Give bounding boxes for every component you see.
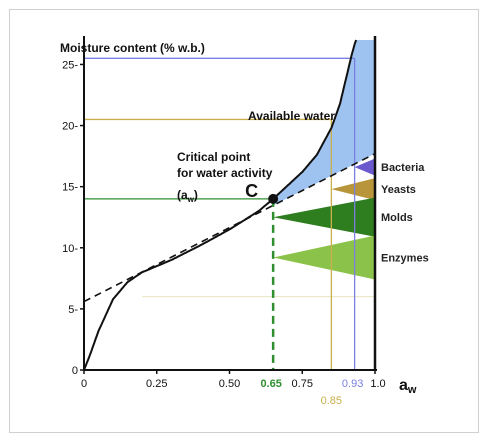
critical-point-text-2: for water activity xyxy=(177,166,273,180)
x-tick-label-0: 0 xyxy=(81,378,87,390)
wedge-bacteria xyxy=(354,158,375,176)
x-axis-title: aw xyxy=(399,377,417,396)
critical-point-text-3: (aw) xyxy=(177,188,198,204)
marker-label-0.93: 0.93 xyxy=(342,378,363,390)
x-tick-label-0.5: 0.50 xyxy=(219,378,240,390)
y-tick-label-0: 0 xyxy=(72,365,78,377)
critical-point-text-3-part: w xyxy=(187,195,195,204)
x-axis-title-sub: w xyxy=(407,384,417,396)
x-axis-title-main: a xyxy=(399,377,408,394)
critical-point-text-3-part: ) xyxy=(194,188,198,202)
available-water-region xyxy=(273,40,375,205)
y-axis-title: Moisture content (% w.b.) xyxy=(60,41,205,55)
y-tick-label-15: 15- xyxy=(62,182,78,194)
wedge-yeasts xyxy=(331,178,375,201)
critical-point-text-1: Critical point xyxy=(177,150,250,164)
sorption-curve xyxy=(83,39,358,371)
critical-point-marker xyxy=(268,193,279,204)
y-tick-label-10: 10- xyxy=(62,243,78,255)
wedge-label-yeasts: Yeasts xyxy=(381,184,416,196)
tangent-line xyxy=(83,152,376,303)
x-tick-label-1: 1.0 xyxy=(370,378,385,390)
wedge-molds xyxy=(273,197,375,237)
wedge-label-bacteria: Bacteria xyxy=(381,162,425,174)
available-water-label: Available water xyxy=(248,109,335,123)
wedge-label-enzymes: Enzymes xyxy=(381,253,429,265)
y-tick-label-20: 20- xyxy=(62,121,78,133)
critical-point-label: C xyxy=(245,181,258,201)
y-tick-label-25: 25- xyxy=(62,59,78,71)
marker-label-0.65: 0.65 xyxy=(260,378,281,390)
wedge-label-molds: Molds xyxy=(381,212,413,224)
critical-point-text-3-part: (a xyxy=(177,188,188,202)
wedge-enzymes xyxy=(273,235,375,280)
marker-label-0.85: 0.85 xyxy=(321,395,342,407)
y-tick-label-5: 5- xyxy=(68,304,78,316)
x-tick-label-0.75: 0.75 xyxy=(292,378,313,390)
x-tick-label-0.25: 0.25 xyxy=(146,378,167,390)
